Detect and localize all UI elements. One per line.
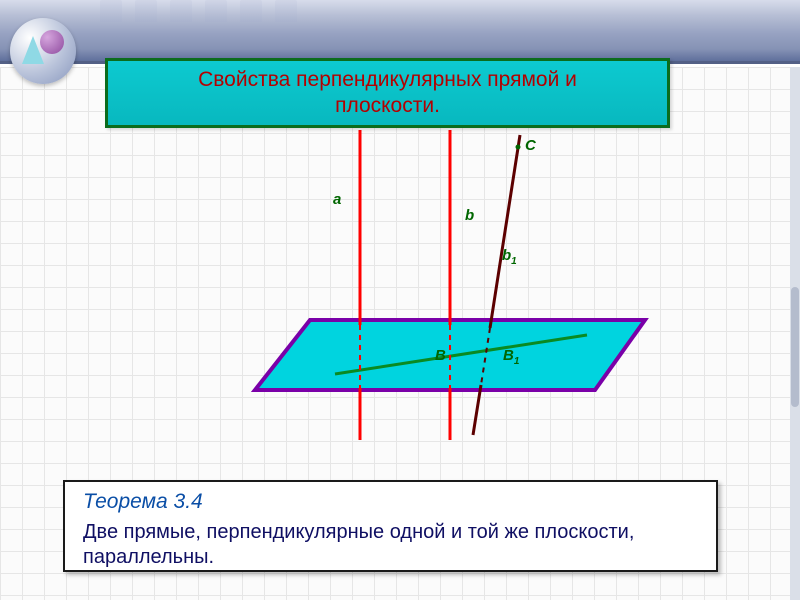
slide: Свойства перпендикулярных прямой и плоск… bbox=[0, 0, 800, 600]
theorem-box: Теорема 3.4 Две прямые, перпендикулярные… bbox=[63, 480, 718, 572]
label-c: C bbox=[525, 137, 537, 154]
pillar bbox=[100, 0, 122, 22]
label-b1: b1 bbox=[502, 247, 517, 267]
geometry-diagram: a b b1 C B B1 bbox=[125, 120, 685, 460]
point-c-marker bbox=[516, 145, 521, 150]
title-line-2: плоскости. bbox=[335, 94, 440, 117]
line-b1-upper bbox=[490, 135, 520, 328]
title-banner: Свойства перпендикулярных прямой и плоск… bbox=[105, 58, 670, 128]
header-geometry-icon bbox=[10, 18, 76, 84]
line-b1-lower bbox=[473, 385, 481, 435]
header-bar bbox=[0, 0, 800, 64]
vertical-scrollbar[interactable] bbox=[790, 67, 800, 600]
title-line-1: Свойства перпендикулярных прямой и bbox=[198, 68, 577, 91]
pillar bbox=[240, 0, 262, 22]
pillar bbox=[275, 0, 297, 22]
title-text: Свойства перпендикулярных прямой и плоск… bbox=[198, 67, 577, 120]
label-B: B bbox=[435, 347, 446, 364]
pillar bbox=[135, 0, 157, 22]
theorem-title: Теорема 3.4 bbox=[83, 490, 698, 514]
pillar bbox=[170, 0, 192, 22]
label-a: a bbox=[333, 191, 341, 208]
pillar bbox=[205, 0, 227, 22]
label-b: b bbox=[465, 207, 474, 224]
theorem-body: Две прямые, перпендикулярные одной и той… bbox=[83, 520, 698, 570]
